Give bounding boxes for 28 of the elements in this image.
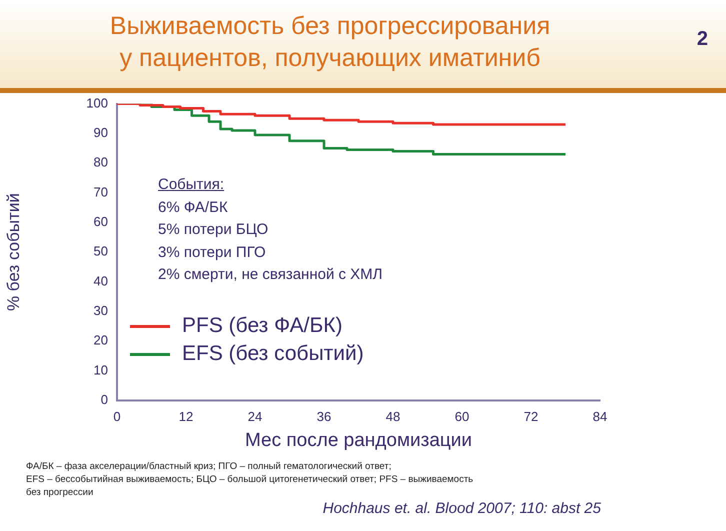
x-tick-label: 48 <box>386 408 400 424</box>
annotation: События: 6% ФА/БК 5% потери БЦО 3% потери ПГО 2% смерти, не связанной с ХМЛ <box>158 175 383 285</box>
x-tick-label: 36 <box>316 408 332 424</box>
text: Hochhaus et. al. Blood 2007; 110: abst 25 <box>322 500 601 517</box>
y-tick-label: 90 <box>94 125 108 140</box>
y-tick-label: 30 <box>94 303 108 318</box>
y-tick-label: 60 <box>94 214 108 230</box>
y-tick-label: 20 <box>94 332 108 348</box>
legend-label: EFS (без событий) <box>181 341 364 367</box>
x-tick-label: 12 <box>178 408 194 424</box>
y-tick-label: 10 <box>94 362 108 378</box>
y-tick-label: 100 <box>86 95 108 110</box>
x-tick-label: 24 <box>248 408 262 424</box>
chart-title: Выживаемость без прогрессирования у пациентов, получающих иматиниб <box>108 11 552 74</box>
x-tick-label: 60 <box>454 408 470 424</box>
y-tick-label: 80 <box>94 154 108 170</box>
x-tick-label: 0 <box>113 408 121 424</box>
text: 2 <box>696 28 708 51</box>
x-axis-title: Мес после рандомизации <box>244 430 474 452</box>
y-tick-label: 50 <box>94 244 108 259</box>
x-tick-label: 84 <box>592 408 608 424</box>
x-tick-label: 72 <box>524 408 538 424</box>
y-tick-label: 70 <box>94 184 108 200</box>
y-tick-label: 0 <box>100 392 108 407</box>
y-tick-label: 40 <box>94 273 108 288</box>
text: ФА/БК – фаза акселерации/бластный криз; ПГО – полный гематологический ответ; EFS – бессобытийная выживаемость; БЦО – большой цитогенетический ответ; PFS – выживаемость без прогрессии <box>26 460 474 499</box>
legend-label: PFS (без ФА/БК) <box>181 313 344 339</box>
y-axis-title: % без событий <box>4 193 23 312</box>
